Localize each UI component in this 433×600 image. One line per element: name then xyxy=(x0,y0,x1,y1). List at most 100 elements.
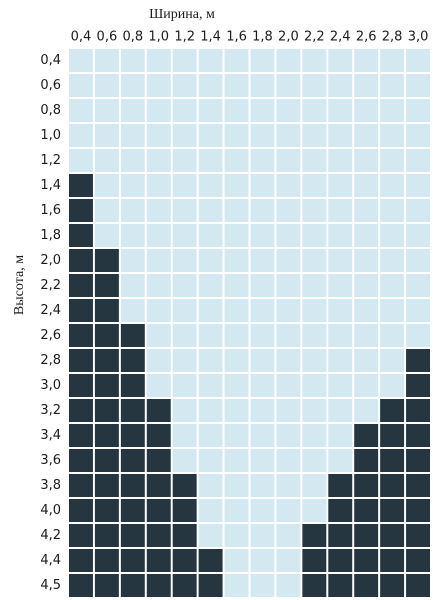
cell xyxy=(302,399,327,422)
cell xyxy=(276,399,301,422)
row-label: 2,0 xyxy=(40,253,61,268)
cell xyxy=(250,74,275,97)
cell xyxy=(406,224,430,247)
row-label: 4,0 xyxy=(40,503,61,518)
cell xyxy=(354,174,379,197)
cell xyxy=(69,174,93,197)
cell xyxy=(120,74,145,97)
cell xyxy=(224,474,249,497)
cell xyxy=(172,224,197,247)
cell xyxy=(380,499,405,522)
cell xyxy=(120,99,145,122)
cell xyxy=(146,274,171,297)
cell xyxy=(146,299,171,322)
cell xyxy=(224,549,249,572)
cell xyxy=(328,49,353,72)
y-title: Высота, м xyxy=(12,255,27,315)
cell xyxy=(224,424,249,447)
cell xyxy=(250,174,275,197)
cell xyxy=(198,49,223,72)
cell xyxy=(250,249,275,272)
cell xyxy=(69,549,93,572)
cell xyxy=(224,124,249,147)
column-label: 1,0 xyxy=(148,30,169,45)
cell xyxy=(380,49,405,72)
cell xyxy=(250,99,275,122)
cell xyxy=(172,199,197,222)
cell xyxy=(224,74,249,97)
cell xyxy=(69,424,93,447)
cell xyxy=(94,524,119,547)
cell xyxy=(380,424,405,447)
cell xyxy=(276,274,301,297)
cell xyxy=(172,399,197,422)
cell xyxy=(120,124,145,147)
cell xyxy=(302,299,327,322)
cell xyxy=(94,474,119,497)
cell xyxy=(328,574,353,597)
cell xyxy=(224,324,249,347)
cell xyxy=(172,174,197,197)
cell xyxy=(224,249,249,272)
cell xyxy=(406,449,430,472)
cell xyxy=(250,449,275,472)
cell xyxy=(198,124,223,147)
cell xyxy=(354,474,379,497)
cell xyxy=(94,424,119,447)
cell xyxy=(328,299,353,322)
cell xyxy=(94,549,119,572)
cell xyxy=(172,249,197,272)
cell xyxy=(198,374,223,397)
cell xyxy=(198,424,223,447)
row-label: 4,4 xyxy=(40,553,61,568)
cell xyxy=(94,149,119,172)
column-label: 2,2 xyxy=(304,30,325,45)
cell xyxy=(146,474,171,497)
cell xyxy=(94,399,119,422)
cell xyxy=(380,374,405,397)
cell xyxy=(120,299,145,322)
cell xyxy=(250,324,275,347)
column-label: 0,4 xyxy=(71,30,92,45)
cell xyxy=(198,249,223,272)
cell xyxy=(276,574,301,597)
cell xyxy=(302,374,327,397)
cell xyxy=(172,349,197,372)
cell xyxy=(250,374,275,397)
cell xyxy=(69,49,93,72)
cell xyxy=(94,74,119,97)
cell xyxy=(120,249,145,272)
cell xyxy=(250,424,275,447)
cell xyxy=(120,349,145,372)
cell xyxy=(69,224,93,247)
cell xyxy=(94,99,119,122)
cell xyxy=(302,249,327,272)
cell xyxy=(276,349,301,372)
cell xyxy=(328,224,353,247)
cell xyxy=(406,274,430,297)
cell xyxy=(302,524,327,547)
row-label: 0,8 xyxy=(40,103,61,118)
cell xyxy=(380,449,405,472)
cell xyxy=(146,199,171,222)
cell xyxy=(198,99,223,122)
cell xyxy=(69,99,93,122)
cell xyxy=(69,274,93,297)
cell xyxy=(94,199,119,222)
cell xyxy=(276,299,301,322)
cell xyxy=(69,199,93,222)
cell xyxy=(380,349,405,372)
cell xyxy=(146,549,171,572)
cell xyxy=(406,149,430,172)
cell xyxy=(224,49,249,72)
column-label: 2,4 xyxy=(330,30,351,45)
row-label: 2,4 xyxy=(40,303,61,318)
cell xyxy=(146,174,171,197)
row-label: 2,2 xyxy=(40,278,61,293)
cell xyxy=(172,549,197,572)
row-label: 2,6 xyxy=(40,328,61,343)
cell xyxy=(302,424,327,447)
cell xyxy=(380,524,405,547)
cell xyxy=(302,449,327,472)
cell xyxy=(276,99,301,122)
